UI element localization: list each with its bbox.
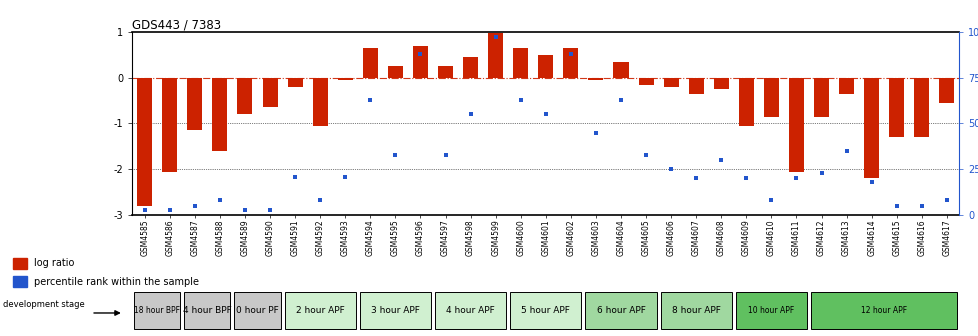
Bar [13, 276, 26, 287]
Bar [413, 46, 427, 78]
Bar [312, 78, 328, 126]
Bar [463, 57, 477, 78]
Text: 12 hour APF: 12 hour APF [861, 306, 907, 315]
Text: 0 hour PF: 0 hour PF [236, 306, 279, 315]
Text: 5 hour APF: 5 hour APF [521, 306, 569, 315]
FancyBboxPatch shape [660, 292, 731, 329]
Bar [387, 66, 403, 78]
Text: development stage: development stage [3, 300, 84, 309]
Bar [813, 78, 828, 117]
Text: 4 hour APF: 4 hour APF [446, 306, 495, 315]
Bar [238, 78, 252, 114]
FancyBboxPatch shape [360, 292, 430, 329]
Bar [939, 78, 954, 103]
Bar [512, 48, 528, 78]
Bar [488, 33, 503, 78]
Text: 2 hour APF: 2 hour APF [295, 306, 344, 315]
Text: 6 hour APF: 6 hour APF [596, 306, 645, 315]
Text: 10 hour APF: 10 hour APF [747, 306, 794, 315]
Bar [638, 78, 653, 85]
Bar [538, 55, 553, 78]
Text: 18 hour BPF: 18 hour BPF [134, 306, 180, 315]
FancyBboxPatch shape [735, 292, 806, 329]
Bar [838, 78, 853, 94]
Bar [13, 257, 26, 269]
Bar [864, 78, 878, 178]
FancyBboxPatch shape [285, 292, 355, 329]
FancyBboxPatch shape [184, 292, 230, 329]
Bar [437, 66, 453, 78]
Text: percentile rank within the sample: percentile rank within the sample [33, 277, 199, 287]
Bar [688, 78, 703, 94]
Bar [913, 78, 928, 137]
Text: 3 hour APF: 3 hour APF [371, 306, 420, 315]
Bar [363, 48, 378, 78]
Text: GDS443 / 7383: GDS443 / 7383 [132, 18, 221, 32]
Bar [562, 48, 578, 78]
Bar [763, 78, 778, 117]
Bar [588, 78, 602, 80]
Bar [212, 78, 227, 151]
Text: log ratio: log ratio [33, 258, 74, 268]
Bar [663, 78, 678, 87]
Bar [262, 78, 278, 108]
FancyBboxPatch shape [234, 292, 281, 329]
Bar [738, 78, 753, 126]
Bar [137, 78, 152, 206]
Text: 8 hour APF: 8 hour APF [671, 306, 720, 315]
Bar [713, 78, 728, 89]
FancyBboxPatch shape [134, 292, 180, 329]
Bar [613, 62, 628, 78]
Bar [187, 78, 202, 130]
Bar [162, 78, 177, 172]
FancyBboxPatch shape [810, 292, 956, 329]
Text: 4 hour BPF: 4 hour BPF [183, 306, 232, 315]
Bar [888, 78, 904, 137]
FancyBboxPatch shape [434, 292, 506, 329]
FancyBboxPatch shape [510, 292, 581, 329]
Bar [788, 78, 803, 172]
Bar [288, 78, 302, 87]
Bar [337, 78, 352, 80]
FancyBboxPatch shape [585, 292, 656, 329]
